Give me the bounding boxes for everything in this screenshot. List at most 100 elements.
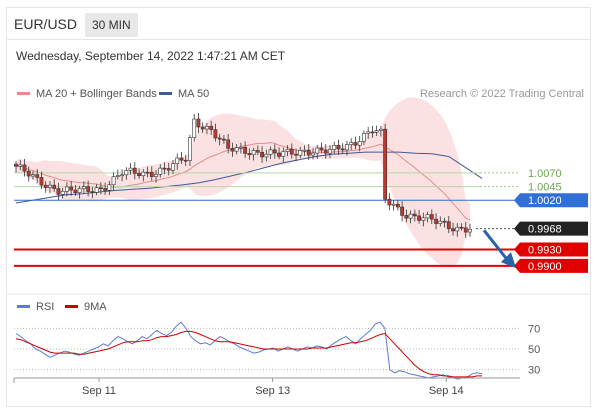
candle-body	[387, 198, 392, 206]
candle-body	[247, 153, 252, 156]
candle-body	[141, 171, 146, 177]
candle-body	[277, 152, 281, 157]
candle-body	[226, 139, 231, 149]
candle-body	[370, 131, 375, 134]
candle-body	[438, 220, 443, 224]
candle-body	[115, 175, 120, 177]
x-tick-label-1: Sep 13	[255, 385, 290, 397]
candle-body	[357, 141, 362, 146]
level-label-2: 1.0020	[528, 195, 562, 207]
x-tick-label-2: Sep 14	[429, 385, 464, 397]
candle-body	[306, 149, 311, 156]
candle-body	[86, 186, 91, 192]
rsi-tick-label-30: 30	[528, 365, 540, 377]
candle-body	[315, 147, 320, 154]
candle-body	[179, 157, 184, 161]
candle-body	[332, 145, 337, 150]
candle-body	[412, 213, 417, 217]
level-tag-3	[514, 221, 588, 236]
candle-body	[22, 164, 27, 172]
candle-body	[383, 128, 388, 200]
candle-body	[26, 170, 31, 177]
candle-body	[145, 171, 150, 174]
candle-body	[175, 157, 180, 164]
candle-body	[217, 137, 222, 140]
candle-body	[31, 174, 35, 177]
candle-body	[272, 149, 277, 154]
candle-body	[374, 130, 379, 133]
candle-body	[196, 118, 201, 128]
candle-body	[73, 189, 78, 193]
candle-body	[243, 146, 248, 154]
candle-body	[442, 220, 447, 223]
candle-body	[362, 133, 366, 142]
candle-body	[323, 149, 328, 154]
projection-arrow-shaft	[482, 229, 508, 260]
legend-swatch-9ma	[65, 305, 78, 308]
candle-body	[43, 184, 48, 188]
candle-body	[149, 171, 154, 177]
legend-label-rsi: RSI	[36, 301, 54, 313]
candle-body	[162, 167, 167, 170]
rsi-line	[15, 321, 483, 380]
candle-body	[98, 187, 103, 190]
candle-body	[451, 228, 455, 232]
candle-body	[171, 163, 175, 171]
legend-swatch-rsi	[17, 305, 30, 308]
candle-body	[378, 128, 383, 131]
candle-body	[107, 184, 112, 191]
candle-body	[255, 150, 260, 153]
candle-body	[463, 227, 468, 233]
candle-body	[209, 125, 214, 130]
candle-body	[137, 173, 141, 177]
legend-swatch-ma20	[17, 92, 30, 95]
candle-body	[446, 221, 451, 229]
candle-body	[222, 138, 226, 141]
candle-body	[336, 145, 341, 150]
candle-body	[400, 206, 405, 216]
candle-body	[94, 187, 99, 193]
candle-body	[132, 167, 137, 174]
candles	[14, 113, 472, 238]
candle-body	[468, 229, 472, 233]
candle-body	[260, 151, 264, 158]
candle-body	[311, 152, 315, 156]
level-label-3: 0.9968	[528, 224, 562, 236]
candle-body	[124, 170, 129, 176]
candle-body	[128, 167, 133, 171]
candle-body	[455, 226, 460, 232]
instrument-title: EUR/USD	[14, 16, 78, 32]
legend-label-9ma: 9MA	[84, 301, 107, 313]
candle-body	[429, 214, 434, 220]
candle-body	[35, 174, 40, 178]
candle-body	[294, 153, 298, 156]
candle-body	[188, 137, 192, 161]
level-label-1: 1.0045	[528, 182, 562, 194]
timeframe-badge[interactable]: 30 MIN	[85, 13, 138, 37]
projection-arrow-head	[501, 252, 516, 269]
candle-body	[52, 184, 57, 189]
candle-body	[120, 174, 124, 177]
candle-body	[391, 203, 396, 206]
candle-body	[251, 150, 256, 156]
candle-body	[14, 163, 18, 167]
candle-body	[404, 215, 409, 219]
candle-body	[230, 148, 235, 152]
candle-body	[395, 203, 400, 208]
candle-body	[166, 168, 171, 171]
rsi-tick-label-70: 70	[528, 323, 540, 335]
chart-credit: Research © 2022 Trading Central	[420, 88, 584, 100]
legend-label-ma50: MA 50	[178, 88, 209, 100]
chart-frame	[6, 7, 591, 407]
chart-header: EUR/USD 30 MIN	[6, 7, 591, 40]
candle-body	[285, 148, 290, 152]
candle-body	[340, 148, 345, 151]
candle-body	[77, 188, 82, 193]
candle-body	[408, 213, 413, 219]
level-label-0: 1.0070	[528, 168, 562, 180]
candle-body	[234, 147, 239, 152]
level-tag-5	[514, 258, 588, 273]
candle-body	[425, 214, 430, 219]
candle-body	[111, 176, 116, 186]
candle-body	[366, 131, 371, 134]
